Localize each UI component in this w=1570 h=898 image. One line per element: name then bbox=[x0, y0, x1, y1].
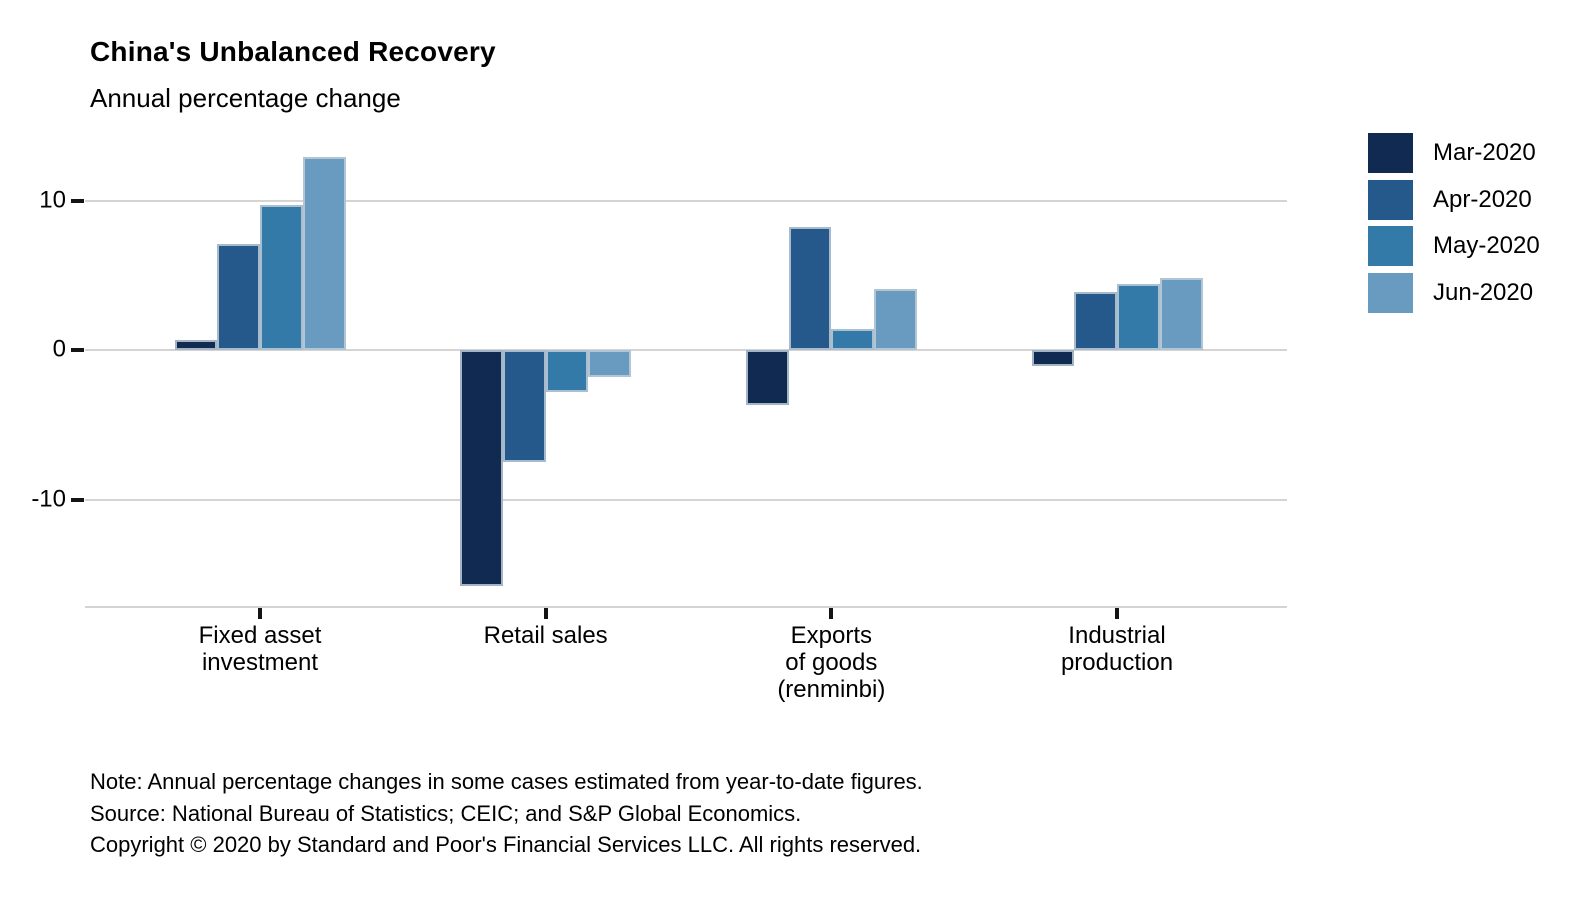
bar-jun-2020-fixed-asset-investment bbox=[302, 157, 346, 350]
bar-mar-2020-retail-sales bbox=[460, 350, 503, 587]
x-axis-tick-fixed-asset-investment bbox=[258, 608, 262, 619]
legend-swatch-may-2020 bbox=[1368, 226, 1413, 267]
bar-jun-2020-industrial-production bbox=[1159, 278, 1203, 350]
category-label-retail-sales: Retail sales bbox=[483, 622, 608, 649]
footnote-source: Source: National Bureau of Statistics; C… bbox=[90, 800, 802, 826]
x-axis-tick-industrial-production bbox=[1115, 608, 1119, 619]
category-label-exports-of-goods-renminbi: Exports of goods (renminbi) bbox=[777, 622, 886, 703]
gridline-10 bbox=[85, 199, 1287, 202]
y-axis-label-10: 10 bbox=[39, 185, 66, 213]
legend-label-apr-2020: Apr-2020 bbox=[1433, 185, 1532, 213]
footnote-copyright: Copyright © 2020 by Standard and Poor's … bbox=[90, 832, 922, 857]
category-label-industrial-production: Industrial production bbox=[1060, 622, 1174, 676]
legend-swatch-jun-2020 bbox=[1368, 273, 1413, 314]
bar-apr-2020-fixed-asset-investment bbox=[217, 243, 260, 350]
x-axis-tick-retail-sales bbox=[543, 608, 548, 619]
legend-swatch-apr-2020 bbox=[1368, 179, 1413, 220]
y-axis-tick-0 bbox=[71, 348, 84, 352]
gridline--10 bbox=[85, 498, 1287, 501]
bar-apr-2020-retail-sales bbox=[502, 350, 546, 463]
bar-may-2020-retail-sales bbox=[545, 350, 589, 392]
bar-jun-2020-retail-sales bbox=[588, 350, 632, 377]
y-axis-tick-10 bbox=[71, 198, 84, 203]
bar-may-2020-industrial-production bbox=[1117, 284, 1160, 350]
y-axis-label--10: -10 bbox=[31, 484, 66, 512]
bar-mar-2020-exports-of-goods-renminbi bbox=[745, 350, 789, 406]
bar-may-2020-exports-of-goods-renminbi bbox=[831, 329, 875, 350]
bar-jun-2020-exports-of-goods-renminbi bbox=[874, 288, 917, 350]
category-label-fixed-asset-investment: Fixed asset investment bbox=[198, 622, 322, 676]
bar-apr-2020-industrial-production bbox=[1074, 291, 1117, 350]
bar-may-2020-fixed-asset-investment bbox=[260, 204, 303, 350]
legend-label-mar-2020: Mar-2020 bbox=[1433, 139, 1536, 166]
legend-label-may-2020: May-2020 bbox=[1433, 232, 1540, 260]
legend-swatch-mar-2020 bbox=[1368, 133, 1413, 173]
chart-subtitle: Annual percentage change bbox=[90, 83, 401, 113]
legend-label-jun-2020: Jun-2020 bbox=[1433, 279, 1534, 307]
bar-apr-2020-exports-of-goods-renminbi bbox=[788, 227, 832, 350]
chart-title: China's Unbalanced Recovery bbox=[90, 36, 496, 67]
x-axis-line bbox=[85, 606, 1287, 608]
footnote-note: Note: Annual percentage changes in some … bbox=[90, 769, 923, 794]
gridline-0 bbox=[85, 349, 1287, 351]
y-axis-tick--10 bbox=[71, 497, 84, 502]
bar-mar-2020-fixed-asset-investment bbox=[174, 339, 218, 350]
footnotes: Note: Annual percentage changes in some … bbox=[90, 766, 923, 861]
x-axis-tick-exports-of-goods-renminbi bbox=[829, 608, 834, 619]
y-axis-label-0: 0 bbox=[52, 335, 66, 363]
bar-mar-2020-industrial-production bbox=[1031, 350, 1075, 367]
